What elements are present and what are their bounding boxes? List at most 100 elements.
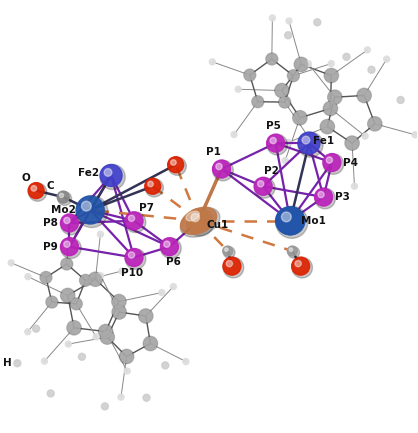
Circle shape (275, 84, 289, 98)
Circle shape (267, 54, 277, 64)
Text: H: H (3, 358, 12, 368)
Circle shape (280, 97, 290, 107)
Circle shape (368, 116, 382, 131)
Text: P10: P10 (121, 268, 143, 278)
Circle shape (320, 120, 334, 134)
Circle shape (100, 330, 115, 344)
Circle shape (128, 252, 135, 258)
Circle shape (28, 183, 44, 199)
Circle shape (41, 272, 51, 282)
Circle shape (93, 334, 99, 340)
Circle shape (212, 160, 230, 178)
Circle shape (59, 193, 64, 197)
Circle shape (352, 183, 357, 189)
Text: P6: P6 (166, 257, 181, 267)
Circle shape (305, 132, 311, 139)
Circle shape (145, 337, 156, 349)
Circle shape (292, 257, 313, 278)
Circle shape (98, 273, 104, 279)
Circle shape (101, 331, 113, 343)
Circle shape (235, 86, 241, 92)
Circle shape (125, 249, 146, 269)
Circle shape (121, 351, 133, 362)
Circle shape (302, 136, 310, 144)
Circle shape (295, 261, 301, 267)
Circle shape (288, 71, 298, 81)
Circle shape (79, 275, 92, 286)
Circle shape (288, 247, 300, 258)
Text: P9: P9 (43, 242, 58, 252)
Circle shape (345, 136, 359, 150)
Circle shape (298, 132, 323, 157)
Circle shape (397, 97, 404, 103)
Circle shape (145, 179, 163, 197)
Circle shape (61, 258, 73, 270)
Circle shape (266, 53, 278, 65)
Ellipse shape (186, 211, 199, 221)
Circle shape (254, 178, 272, 195)
Circle shape (81, 275, 90, 285)
Circle shape (323, 154, 341, 171)
Circle shape (292, 257, 310, 275)
Circle shape (226, 261, 232, 267)
Circle shape (159, 290, 165, 296)
Circle shape (62, 290, 74, 301)
Circle shape (162, 362, 169, 369)
Circle shape (171, 160, 176, 165)
Circle shape (112, 294, 126, 309)
Circle shape (8, 260, 14, 266)
Circle shape (294, 57, 308, 71)
Circle shape (112, 305, 126, 319)
Circle shape (67, 320, 81, 335)
Circle shape (120, 349, 134, 364)
Circle shape (143, 336, 158, 351)
Circle shape (61, 214, 79, 232)
Circle shape (68, 322, 80, 334)
Circle shape (70, 298, 82, 310)
Circle shape (125, 249, 143, 266)
Circle shape (216, 163, 222, 170)
Ellipse shape (180, 207, 220, 237)
Circle shape (269, 15, 275, 21)
Circle shape (128, 215, 135, 221)
Circle shape (267, 134, 288, 155)
Circle shape (113, 306, 125, 318)
Circle shape (293, 110, 307, 125)
Circle shape (89, 273, 102, 285)
Circle shape (62, 259, 72, 269)
Circle shape (119, 268, 125, 274)
Text: Cu1: Cu1 (206, 220, 229, 230)
Circle shape (64, 241, 70, 247)
Circle shape (125, 212, 143, 230)
Circle shape (318, 191, 324, 198)
Circle shape (113, 296, 125, 307)
Circle shape (140, 310, 152, 322)
Text: P2: P2 (264, 166, 279, 176)
Circle shape (213, 160, 233, 181)
Circle shape (191, 213, 199, 222)
Circle shape (161, 238, 181, 259)
Circle shape (209, 59, 215, 65)
Circle shape (279, 96, 291, 108)
Circle shape (323, 154, 344, 174)
Circle shape (47, 390, 54, 397)
Circle shape (314, 19, 321, 26)
Circle shape (28, 183, 47, 201)
Circle shape (31, 186, 37, 191)
Circle shape (79, 353, 85, 360)
Circle shape (61, 288, 75, 303)
Circle shape (125, 212, 146, 233)
Circle shape (224, 248, 228, 252)
Circle shape (244, 69, 256, 81)
Circle shape (25, 329, 31, 335)
Circle shape (329, 91, 341, 103)
Text: P7: P7 (139, 203, 154, 213)
Circle shape (276, 206, 308, 238)
Circle shape (186, 209, 214, 236)
Circle shape (76, 195, 108, 228)
Circle shape (296, 58, 307, 71)
Circle shape (101, 403, 108, 410)
Circle shape (88, 272, 102, 287)
Text: Fe1: Fe1 (313, 136, 334, 146)
Circle shape (362, 133, 368, 139)
